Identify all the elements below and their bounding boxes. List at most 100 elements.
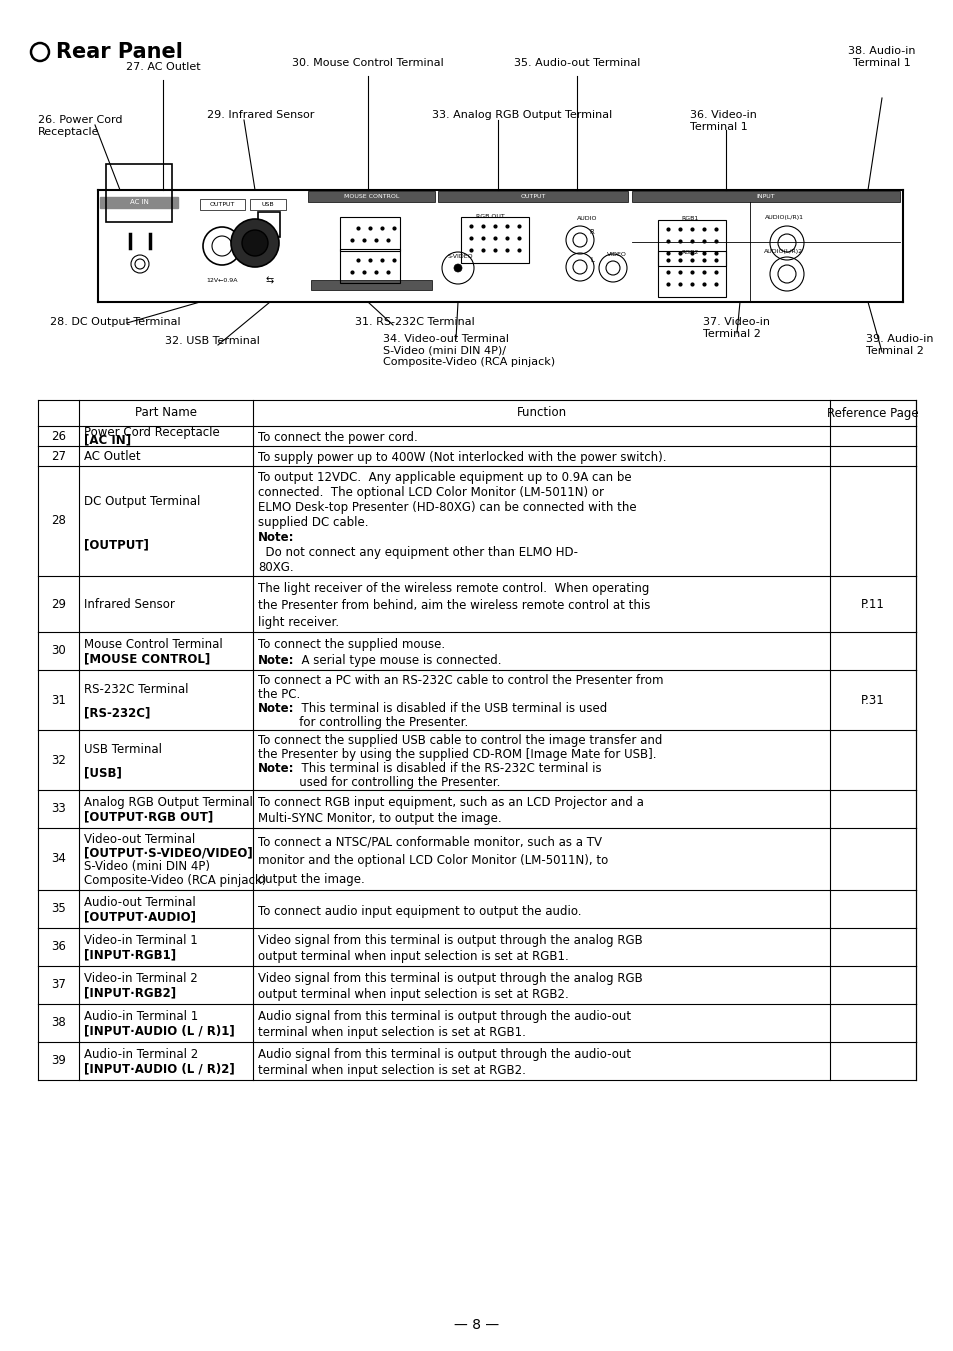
- Text: To output 12VDC.  Any applicable equipment up to 0.9A can be: To output 12VDC. Any applicable equipmen…: [258, 470, 631, 484]
- Text: Note:: Note:: [258, 654, 294, 667]
- Bar: [308, 190, 435, 203]
- Text: 30. Mouse Control Terminal: 30. Mouse Control Terminal: [292, 58, 443, 68]
- Text: 12V←0.9A: 12V←0.9A: [206, 277, 237, 282]
- Text: S-Video (mini DIN 4P): S-Video (mini DIN 4P): [84, 861, 210, 873]
- Text: 29. Infrared Sensor: 29. Infrared Sensor: [207, 109, 314, 120]
- Bar: [200, 199, 245, 209]
- Text: 39. Audio-in
Terminal 2: 39. Audio-in Terminal 2: [865, 334, 933, 355]
- Text: S-VIDEO: S-VIDEO: [448, 254, 473, 258]
- Text: AUDIO: AUDIO: [577, 216, 597, 220]
- Text: OUTPUT: OUTPUT: [519, 193, 545, 199]
- Text: AC Outlet: AC Outlet: [84, 450, 141, 462]
- Text: 26. Power Cord
Receptacle: 26. Power Cord Receptacle: [38, 115, 122, 136]
- Text: supplied DC cable.: supplied DC cable.: [258, 516, 368, 530]
- Text: 35. Audio-out Terminal: 35. Audio-out Terminal: [514, 58, 639, 68]
- Text: OUTPUT: OUTPUT: [209, 201, 234, 207]
- Bar: [437, 190, 627, 203]
- Text: 39: 39: [51, 1055, 66, 1067]
- Text: To connect the power cord.: To connect the power cord.: [258, 431, 417, 444]
- Text: The light receiver of the wireless remote control.  When operating: The light receiver of the wireless remot…: [258, 582, 649, 596]
- Text: Audio-out Terminal: Audio-out Terminal: [84, 896, 195, 909]
- Text: USB: USB: [261, 201, 274, 207]
- Text: [INPUT·AUDIO (L / R)1]: [INPUT·AUDIO (L / R)1]: [84, 1025, 234, 1038]
- Text: [OUTPUT·S-VIDEO/VIDEO]: [OUTPUT·S-VIDEO/VIDEO]: [84, 846, 253, 859]
- Text: 36. Video-in
Terminal 1: 36. Video-in Terminal 1: [689, 109, 756, 131]
- Text: Video-out Terminal: Video-out Terminal: [84, 832, 195, 846]
- Text: Video-in Terminal 2: Video-in Terminal 2: [84, 971, 198, 985]
- Text: 33: 33: [51, 802, 66, 816]
- Text: 38: 38: [51, 1016, 66, 1029]
- Bar: [658, 220, 725, 266]
- Text: 27. AC Outlet: 27. AC Outlet: [126, 62, 200, 72]
- Text: Composite-Video (RCA pinjack): Composite-Video (RCA pinjack): [84, 874, 266, 886]
- Circle shape: [231, 219, 278, 267]
- Text: terminal when input selection is set at RGB1.: terminal when input selection is set at …: [258, 1027, 525, 1039]
- Text: 27: 27: [51, 450, 66, 462]
- Text: Rear Panel: Rear Panel: [56, 42, 183, 62]
- Text: DC Output Terminal: DC Output Terminal: [84, 494, 200, 508]
- Text: output the image.: output the image.: [258, 873, 364, 886]
- Text: AUDIO(L/R)1: AUDIO(L/R)1: [763, 216, 802, 220]
- Bar: [631, 190, 899, 203]
- Text: RGB2: RGB2: [680, 250, 698, 254]
- Text: To supply power up to 400W (Not interlocked with the power switch).: To supply power up to 400W (Not interloc…: [258, 451, 666, 463]
- Text: [OUTPUT·AUDIO]: [OUTPUT·AUDIO]: [84, 911, 196, 924]
- Text: [INPUT·RGB2]: [INPUT·RGB2]: [84, 986, 176, 1000]
- Bar: [106, 163, 172, 222]
- Text: used for controlling the Presenter.: used for controlling the Presenter.: [258, 775, 500, 789]
- Text: Power Cord Receptacle: Power Cord Receptacle: [84, 426, 224, 439]
- Text: 37. Video-in
Terminal 2: 37. Video-in Terminal 2: [702, 317, 769, 339]
- Text: RGB1: RGB1: [680, 216, 698, 220]
- Text: P.11: P.11: [861, 597, 884, 611]
- Text: To connect the supplied USB cable to control the image transfer and: To connect the supplied USB cable to con…: [258, 734, 661, 747]
- Text: Audio signal from this terminal is output through the audio-out: Audio signal from this terminal is outpu…: [258, 1011, 631, 1023]
- Text: Infrared Sensor: Infrared Sensor: [84, 597, 175, 611]
- Text: To connect audio input equipment to output the audio.: To connect audio input equipment to outp…: [258, 905, 581, 919]
- Text: 31. RS-232C Terminal: 31. RS-232C Terminal: [355, 317, 475, 327]
- Text: AUDIO(L/R)2: AUDIO(L/R)2: [763, 250, 802, 254]
- Text: 34. Video-out Terminal
S-Video (mini DIN 4P)/
Composite-Video (RCA pinjack): 34. Video-out Terminal S-Video (mini DIN…: [382, 334, 555, 367]
- Circle shape: [454, 263, 461, 272]
- Text: 32: 32: [51, 754, 66, 766]
- Text: L: L: [590, 257, 594, 263]
- Text: 26: 26: [51, 430, 66, 443]
- Text: Note:: Note:: [258, 762, 294, 775]
- Text: USB Terminal: USB Terminal: [84, 743, 162, 755]
- Bar: [460, 218, 529, 263]
- Bar: [339, 218, 399, 251]
- Text: output terminal when input selection is set at RGB2.: output terminal when input selection is …: [258, 989, 568, 1001]
- Text: Do not connect any equipment other than ELMO HD-: Do not connect any equipment other than …: [258, 546, 578, 559]
- Text: monitor and the optional LCD Color Monitor (LM-5011N), to: monitor and the optional LCD Color Monit…: [258, 854, 608, 867]
- Bar: [250, 199, 286, 209]
- Text: RS-232C: RS-232C: [357, 293, 384, 297]
- Text: — 8 —: — 8 —: [454, 1319, 499, 1332]
- Text: for controlling the Presenter.: for controlling the Presenter.: [258, 716, 468, 728]
- Text: output terminal when input selection is set at RGB1.: output terminal when input selection is …: [258, 950, 568, 963]
- Text: A serial type mouse is connected.: A serial type mouse is connected.: [294, 654, 501, 667]
- Text: [USB]: [USB]: [84, 767, 122, 780]
- Text: Note:: Note:: [258, 703, 294, 715]
- Text: 36: 36: [51, 940, 66, 954]
- Text: To connect a PC with an RS-232C cable to control the Presenter from: To connect a PC with an RS-232C cable to…: [258, 674, 663, 686]
- Text: Video signal from this terminal is output through the analog RGB: Video signal from this terminal is outpu…: [258, 934, 642, 947]
- Text: To connect a NTSC/PAL conformable monitor, such as a TV: To connect a NTSC/PAL conformable monito…: [258, 835, 601, 848]
- Text: 33. Analog RGB Output Terminal: 33. Analog RGB Output Terminal: [432, 109, 612, 120]
- Text: 34: 34: [51, 852, 66, 866]
- Text: [INPUT·RGB1]: [INPUT·RGB1]: [84, 948, 176, 962]
- Text: Video-in Terminal 1: Video-in Terminal 1: [84, 934, 198, 947]
- Text: [OUTPUT·RGB OUT]: [OUTPUT·RGB OUT]: [84, 811, 213, 824]
- Text: [INPUT·AUDIO (L / R)2]: [INPUT·AUDIO (L / R)2]: [84, 1063, 234, 1075]
- Text: Audio-in Terminal 2: Audio-in Terminal 2: [84, 1047, 198, 1061]
- Text: INPUT: INPUT: [756, 193, 775, 199]
- Text: This terminal is disabled if the USB terminal is used: This terminal is disabled if the USB ter…: [294, 703, 607, 715]
- Text: R: R: [589, 230, 594, 235]
- Text: Audio-in Terminal 1: Audio-in Terminal 1: [84, 1009, 198, 1023]
- Bar: [339, 249, 399, 282]
- Text: 37: 37: [51, 978, 66, 992]
- Text: ELMO Desk-top Presenter (HD-80XG) can be connected with the: ELMO Desk-top Presenter (HD-80XG) can be…: [258, 501, 636, 513]
- Bar: [100, 197, 178, 208]
- Text: Note:: Note:: [258, 531, 294, 544]
- Text: 29: 29: [51, 597, 66, 611]
- Text: connected.  The optional LCD Color Monitor (LM-5011N) or: connected. The optional LCD Color Monito…: [258, 486, 603, 499]
- Text: Analog RGB Output Terminal: Analog RGB Output Terminal: [84, 796, 253, 809]
